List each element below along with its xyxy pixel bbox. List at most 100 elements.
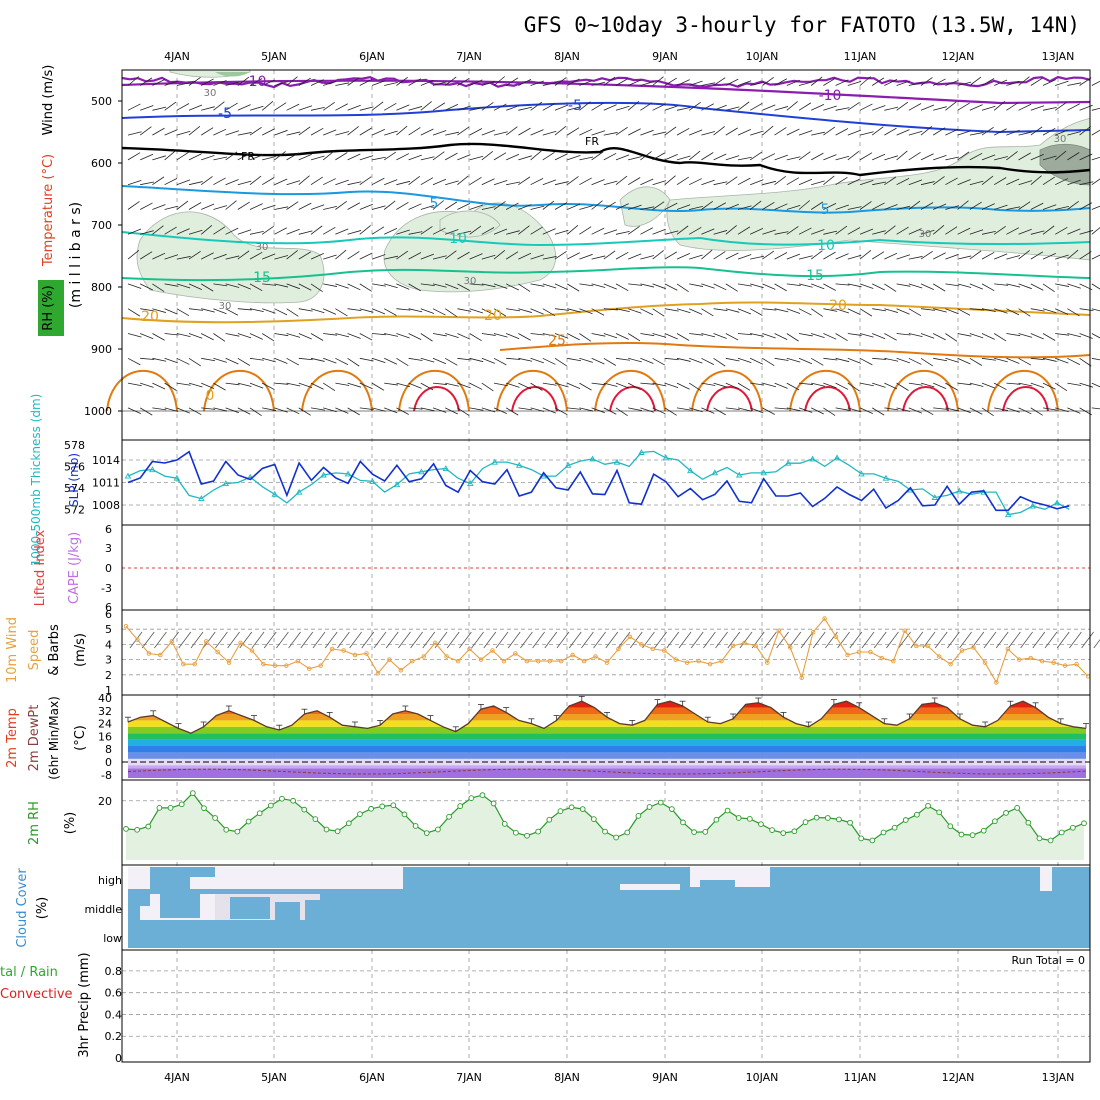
thickness-point	[491, 458, 499, 465]
wind-barb-10m	[727, 631, 741, 649]
wind-barb	[359, 407, 374, 411]
wind-barb	[591, 130, 606, 136]
wind-barb	[859, 152, 873, 161]
wind-barb	[286, 180, 301, 186]
wind-barb	[201, 333, 214, 341]
wind-barb	[957, 283, 972, 288]
wind-barb	[188, 125, 201, 136]
wind-barb	[969, 357, 983, 366]
wind-barb	[420, 333, 433, 342]
wind-barb	[408, 357, 423, 361]
wind-barb	[567, 308, 581, 313]
wind-barb	[347, 382, 362, 388]
wind-barb	[347, 230, 362, 235]
rh-point	[245, 818, 252, 825]
wind-barb	[432, 357, 447, 365]
wind-barb	[774, 203, 788, 210]
wind-barb	[1067, 407, 1081, 414]
wind-speed-point	[364, 651, 369, 656]
wind-barb	[945, 382, 958, 391]
wind-barb	[884, 357, 899, 362]
wind-barb	[652, 308, 665, 317]
rh-point	[301, 806, 308, 813]
wind-barb	[884, 176, 897, 186]
wind-speed-point	[822, 616, 827, 621]
wind-barb	[750, 333, 764, 337]
wind-barb	[872, 382, 886, 388]
wind-barb	[518, 155, 532, 161]
wind-barb-10m	[190, 631, 204, 649]
wind-tick-label: 6	[105, 608, 112, 621]
wind-barb-10m	[446, 631, 460, 649]
wind-barb	[1018, 180, 1033, 186]
wind-barb	[994, 128, 1007, 136]
wind-barb	[140, 181, 155, 186]
wind-barb	[1055, 129, 1069, 136]
wind-speed-point	[948, 661, 953, 667]
chart-title: GFS 0~10day 3-hourly for FATOTO (13.5W, …	[524, 13, 1080, 37]
pressure-tick-label: 900	[91, 343, 112, 356]
wind-barb	[225, 227, 239, 235]
wind-barb	[469, 107, 484, 111]
wind-barb	[615, 333, 629, 340]
rh-point	[156, 805, 163, 811]
wind-barb	[884, 155, 898, 161]
wind-barb	[884, 308, 898, 313]
wind-barb	[444, 76, 457, 86]
wind-barb	[823, 77, 836, 86]
wind-barb	[859, 103, 873, 111]
wind-barb	[896, 101, 909, 111]
wind-barb	[896, 254, 911, 260]
wind-barb	[1067, 382, 1082, 386]
wind-barb	[432, 283, 447, 288]
wind-barb-10m	[239, 631, 253, 649]
wind-barb	[640, 102, 653, 111]
wind-speed-point	[123, 623, 129, 629]
wind-barb	[1030, 105, 1045, 111]
wind-barb	[152, 155, 166, 161]
wind-barb	[176, 151, 189, 161]
wind-barb	[847, 407, 862, 413]
wind-barb	[652, 103, 666, 111]
slp-axis-label: SLP (mb)	[67, 453, 81, 507]
wind-barb	[567, 382, 581, 389]
wind-barb	[1054, 226, 1068, 235]
wind-barb	[689, 178, 702, 186]
wind-barb	[542, 103, 556, 111]
wind-barb	[689, 80, 703, 86]
rh-area	[126, 793, 1084, 860]
wind-barb	[811, 104, 825, 111]
surface-contour	[987, 369, 1059, 412]
wind-barb	[810, 201, 824, 210]
wind-barb	[579, 156, 594, 161]
wind-barb	[847, 382, 860, 392]
wind-barb	[981, 203, 995, 210]
wind-barb	[420, 128, 434, 136]
rh-point	[357, 811, 363, 817]
rh-point	[334, 828, 341, 835]
wind-barb	[384, 308, 397, 316]
wind-barb	[872, 357, 887, 360]
rh-point	[746, 815, 753, 822]
freezing-level-line	[121, 142, 1091, 177]
wind-barb	[310, 253, 324, 260]
rh-point	[446, 813, 452, 820]
wind-barb	[432, 255, 447, 260]
wind-barb	[152, 382, 166, 390]
wind-barb	[1042, 225, 1055, 235]
wind-barb	[627, 100, 640, 111]
wind-barb	[298, 251, 312, 260]
wind-barb	[615, 357, 630, 361]
wind-barb	[737, 283, 752, 287]
wind-barb	[371, 205, 386, 210]
wind-speed-point	[1062, 663, 1068, 668]
wind-barb	[664, 202, 678, 210]
wind-barb	[859, 131, 874, 136]
wind-barb	[835, 357, 850, 363]
wind-barb	[432, 151, 445, 161]
wind-barb	[140, 283, 153, 291]
wind-barb	[652, 357, 666, 366]
wind-barb	[615, 203, 629, 210]
wind-barb	[823, 382, 837, 389]
wind-barb	[1067, 357, 1081, 366]
